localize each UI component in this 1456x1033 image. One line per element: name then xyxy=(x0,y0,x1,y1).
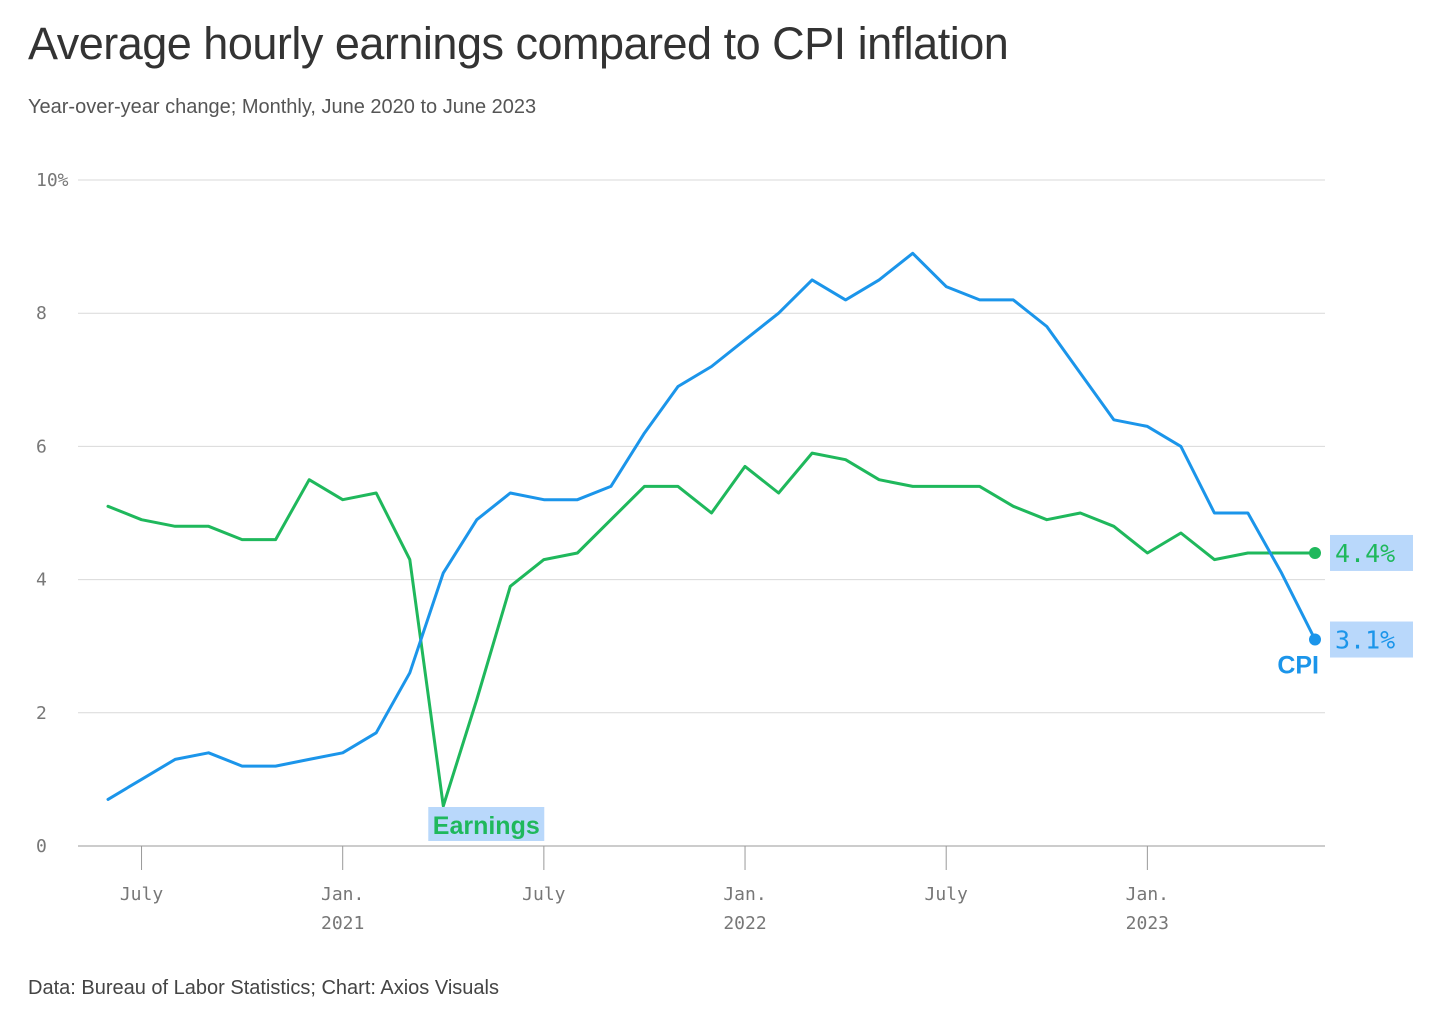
x-tick-year-label: 2022 xyxy=(723,913,766,934)
x-axis: July Jan. 2021 July Jan. 2022 July Jan. 2023 xyxy=(120,846,1169,934)
x-tick-label: July xyxy=(522,884,566,905)
x-tick-label: Jan. xyxy=(321,884,364,905)
y-tick-label: 2 xyxy=(36,703,47,724)
series-label-earnings: Earnings xyxy=(433,812,540,840)
grid-lines xyxy=(78,179,1325,847)
x-tick-year-label: 2023 xyxy=(1126,913,1169,934)
series-endpoint-cpi xyxy=(1309,633,1321,646)
series-lines xyxy=(106,251,1321,808)
end-value-label-cpi: 3.1% xyxy=(1335,626,1395,655)
x-tick-label: July xyxy=(925,884,969,905)
chart-source: Data: Bureau of Labor Statistics; Chart:… xyxy=(28,977,499,999)
x-tick-label: Jan. xyxy=(1126,884,1169,905)
series-endpoint-earnings xyxy=(1309,546,1321,559)
y-tick-label: 0 xyxy=(36,836,47,857)
y-axis-labels: 0 2 4 6 8 10% xyxy=(36,170,69,857)
y-tick-label: 10% xyxy=(36,170,69,191)
x-tick-year-label: 2021 xyxy=(321,913,364,934)
end-value-label-earnings: 4.4% xyxy=(1335,539,1395,568)
series-labels: 4.4% 3.1% Earnings CPI xyxy=(428,534,1413,841)
end-value-highlight-earnings xyxy=(1330,534,1413,571)
y-tick-label: 6 xyxy=(36,436,47,457)
x-tick-label: Jan. xyxy=(723,884,766,905)
chart-title: Average hourly earnings compared to CPI … xyxy=(28,18,1009,69)
x-tick-label: July xyxy=(120,884,164,905)
y-tick-label: 4 xyxy=(36,570,47,591)
series-label-highlight-earnings xyxy=(428,807,545,841)
series-label-cpi: CPI xyxy=(1277,652,1319,680)
chart-subtitle: Year-over-year change; Monthly, June 202… xyxy=(28,96,537,118)
series-line-cpi xyxy=(106,251,1317,801)
y-tick-label: 8 xyxy=(36,303,47,324)
series-line-earnings xyxy=(106,451,1317,808)
end-value-highlight-cpi xyxy=(1330,621,1413,658)
